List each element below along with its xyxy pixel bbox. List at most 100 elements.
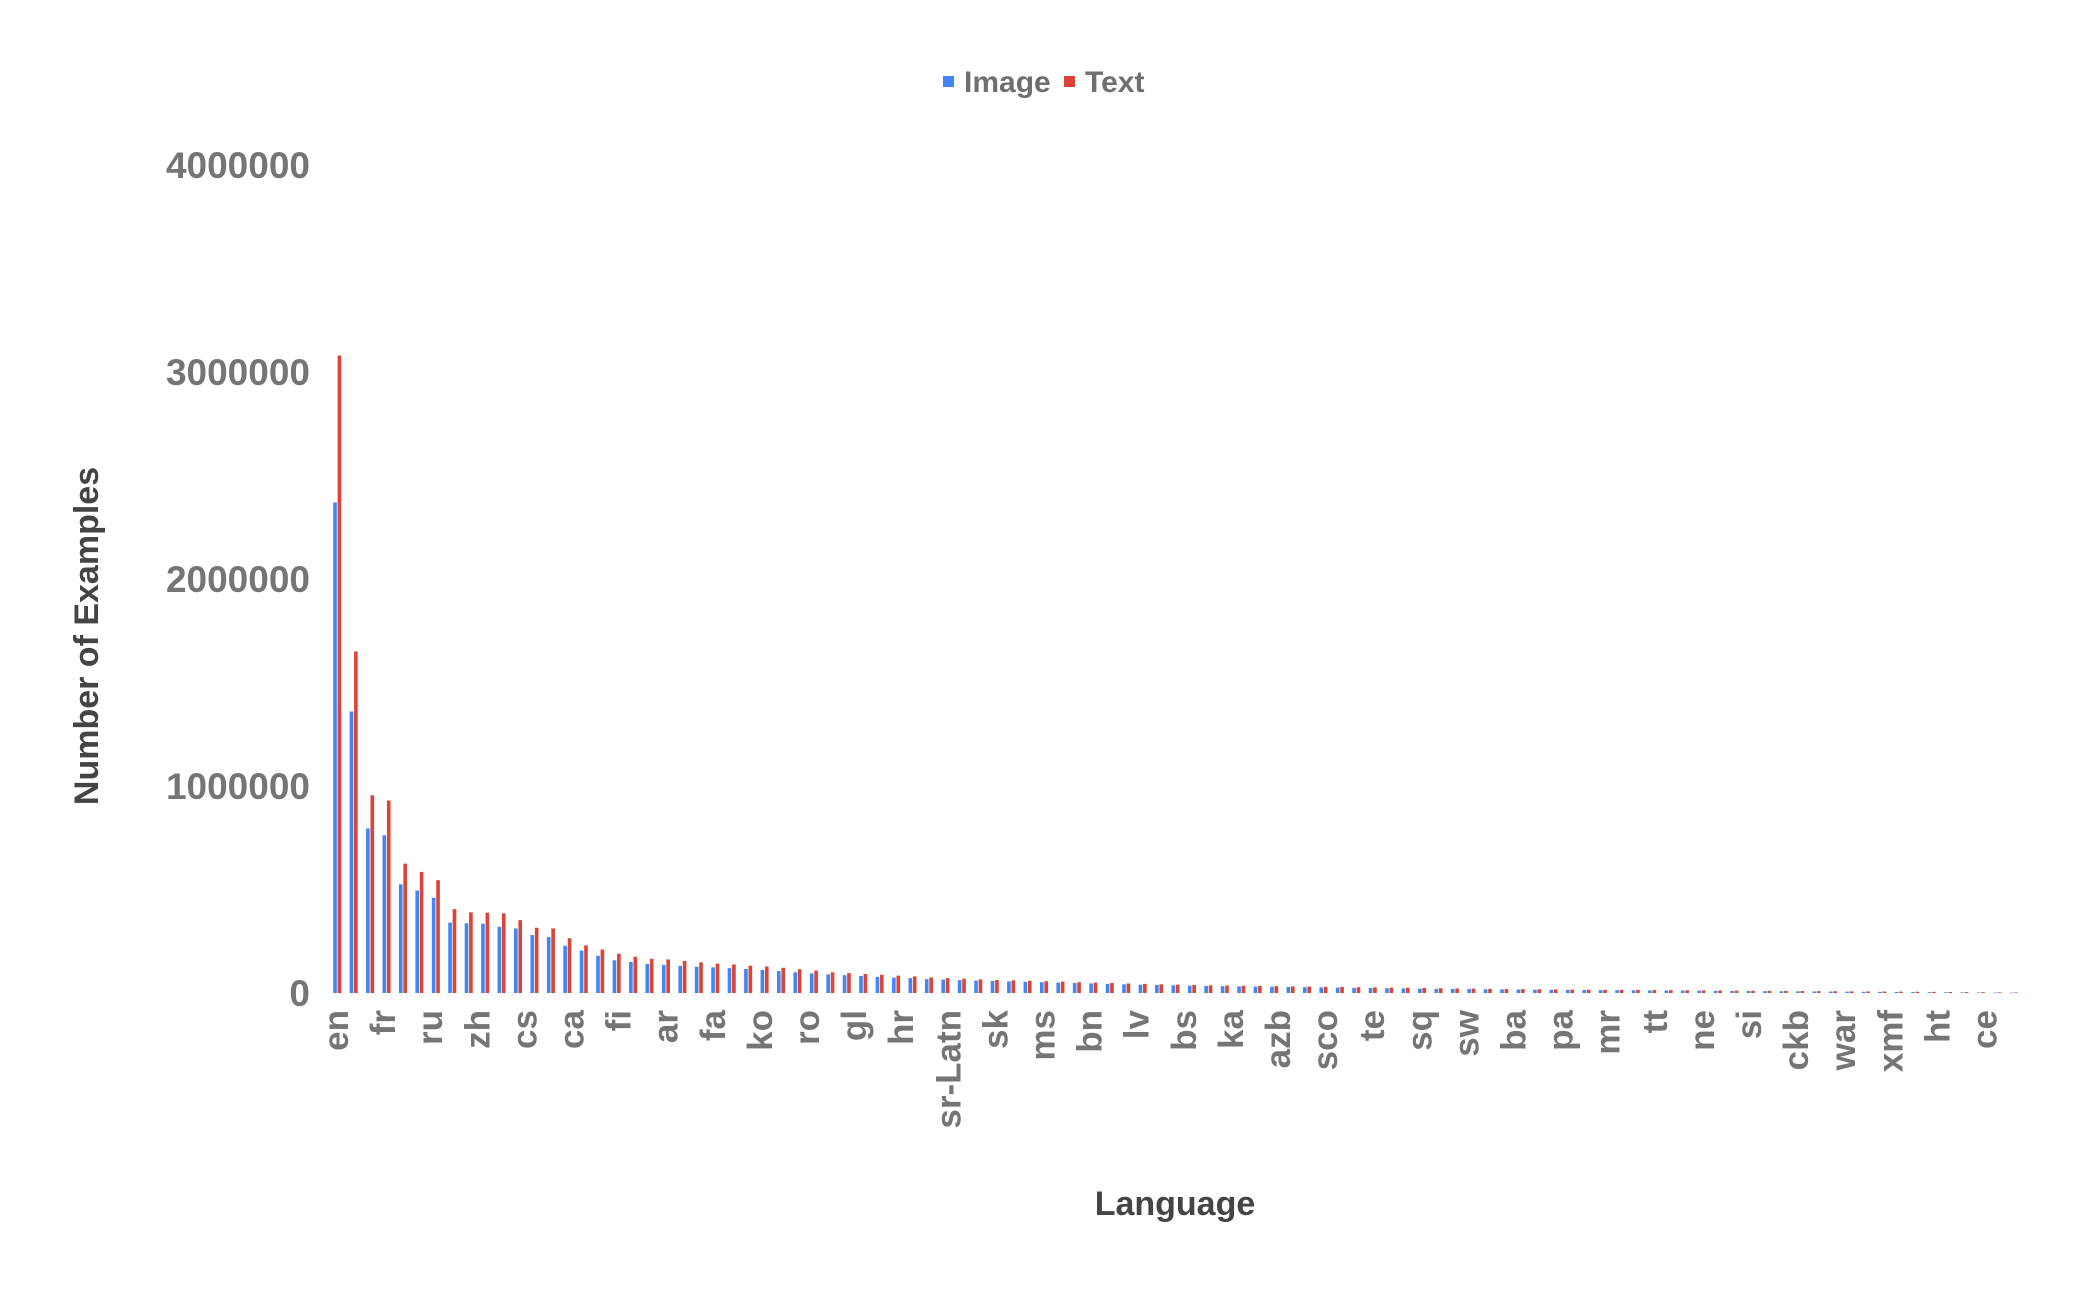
x-tick-label: lv — [1118, 1009, 1157, 1039]
bar-image — [612, 960, 617, 993]
bar-text — [1093, 982, 1098, 993]
bar-text — [1833, 991, 1837, 993]
bar-image — [645, 964, 650, 993]
bar-image — [1565, 989, 1570, 993]
bar-text — [830, 972, 835, 993]
bar-text — [1553, 989, 1558, 993]
bar-text — [1422, 988, 1427, 993]
bar-text — [715, 963, 720, 993]
bar-image — [1352, 987, 1356, 993]
bar-text — [469, 912, 473, 993]
bar-text — [1915, 991, 1920, 993]
bar-text — [1323, 986, 1328, 993]
bar-text — [403, 863, 407, 994]
bar-text — [1027, 980, 1032, 993]
x-tick-label: azb — [1259, 1010, 1298, 1068]
bar-text — [1784, 990, 1788, 993]
bar-text — [1406, 987, 1410, 993]
x-tick-label: hr — [882, 1010, 921, 1045]
bar-text — [1932, 991, 1936, 993]
bar-image — [1976, 992, 1981, 994]
x-tick-label: sk — [976, 1009, 1015, 1048]
bar-image — [530, 935, 535, 993]
bar-text — [945, 978, 950, 993]
x-tick-label: mr — [1589, 1010, 1628, 1055]
bar-text — [1143, 983, 1147, 993]
bar-image — [1845, 991, 1850, 993]
x-tick-label: ru — [411, 1010, 450, 1045]
bar-image — [1155, 985, 1159, 993]
bar-text — [748, 965, 753, 993]
bar-text — [1504, 989, 1509, 993]
bar-image — [481, 923, 485, 993]
bar-text — [1159, 984, 1164, 993]
bar-text — [1290, 986, 1295, 993]
bar-text — [1175, 984, 1180, 993]
bar-text — [584, 945, 588, 993]
bar-image — [464, 923, 469, 993]
bar-text — [1192, 985, 1196, 993]
bar-image — [1697, 990, 1702, 993]
x-tick-label: te — [1353, 1010, 1392, 1041]
bar-image — [1960, 992, 1965, 993]
y-tick-label: 1000000 — [166, 766, 310, 807]
bar-image — [793, 972, 798, 993]
x-tick-label: fi — [600, 1010, 639, 1031]
bar-text — [1767, 990, 1772, 993]
y-tick-label: 2000000 — [166, 559, 310, 600]
bar-image — [1220, 986, 1225, 993]
bar-text — [814, 970, 818, 993]
bar-image — [1253, 986, 1258, 993]
x-tick-label: cs — [505, 1010, 544, 1049]
x-tick-label: sq — [1400, 1010, 1439, 1051]
bar-text — [1981, 992, 1985, 993]
bars — [333, 355, 2018, 994]
bar-image — [366, 828, 370, 993]
bar-image — [1237, 986, 1241, 993]
x-tick-label: bs — [1165, 1010, 1204, 1051]
bar-text — [354, 651, 358, 993]
bar-image — [1187, 985, 1192, 993]
bar-image — [629, 961, 633, 993]
bar-image — [1039, 982, 1044, 993]
bar-image — [1319, 987, 1324, 993]
bar-image — [382, 835, 387, 993]
bar-image — [1664, 990, 1669, 993]
x-tick-label: ka — [1212, 1009, 1251, 1048]
bar-text — [1866, 991, 1870, 993]
bar-text — [419, 871, 424, 993]
bar-text — [436, 880, 440, 993]
y-tick-label: 3000000 — [166, 352, 310, 393]
bar-text — [1208, 985, 1213, 993]
x-tick-label: ba — [1495, 1009, 1534, 1050]
x-tick-label: sr-Latn — [929, 1010, 968, 1129]
bar-text — [912, 976, 917, 993]
bar-image — [431, 897, 436, 993]
x-tick-label: bn — [1071, 1010, 1110, 1053]
bar-image — [727, 968, 732, 993]
bar-image — [1335, 987, 1340, 993]
bar-text — [1126, 983, 1131, 993]
x-tick-label: ro — [788, 1010, 827, 1045]
bar-image — [1615, 990, 1619, 993]
bar-image — [1648, 990, 1652, 993]
bar-image — [1302, 987, 1307, 993]
bar-image — [760, 969, 765, 993]
bar-text — [1488, 988, 1492, 993]
bar-image — [875, 976, 880, 993]
bar-image — [1746, 991, 1751, 993]
legend: Image Text — [943, 66, 1144, 99]
bar-text — [518, 920, 523, 993]
bar-text — [863, 973, 868, 993]
x-tick-label: sw — [1447, 1009, 1486, 1056]
bar-text — [1077, 982, 1081, 993]
bar-text — [1964, 992, 1969, 993]
bar-image — [1056, 982, 1061, 993]
bar-image — [1631, 990, 1636, 993]
bar-text — [1603, 989, 1607, 993]
bar-image — [678, 965, 682, 993]
x-tick-label: si — [1730, 1010, 1769, 1039]
x-axis-title: Language — [1095, 1185, 1256, 1223]
x-tick-label: ar — [647, 1010, 686, 1043]
bar-text — [386, 800, 391, 993]
